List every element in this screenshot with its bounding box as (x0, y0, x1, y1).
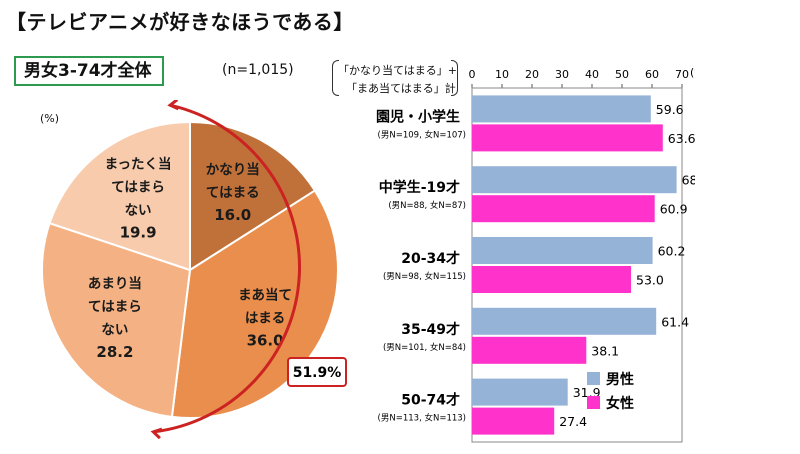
pie-slice-4 (48, 120, 191, 272)
category-label: 50-74才 (401, 392, 460, 409)
page-title: 【テレビアニメが好きなほうである】 (6, 10, 354, 34)
x-tick-label: 20 (525, 68, 539, 81)
pie-slice-label: ない (125, 202, 152, 218)
bar-male-2 (472, 166, 677, 194)
x-tick-label: 50 (615, 68, 629, 81)
bar-female-1 (472, 124, 663, 152)
combined-total-value: 51.9% (293, 365, 342, 381)
bar-female-4 (472, 336, 587, 364)
category-sample-label: (男N=88, 女N=87) (388, 200, 466, 211)
legend-swatch-female (587, 396, 600, 409)
legend-label-male: 男性 (606, 371, 634, 388)
pie-slice-3 (41, 221, 192, 419)
bar-value-label: 60.2 (658, 244, 686, 259)
arc-arrowhead-icon (167, 100, 179, 111)
pie-slice-label: あまり当 (88, 275, 142, 292)
bar-value-label: 61.4 (661, 314, 689, 329)
category-sample-label: (男N=113, 女N=113) (378, 413, 466, 424)
bar-definition: 「かなり当てはまる」+ 「まあ当てはまる」計 (332, 58, 458, 98)
pie-slice-label: てはまら (88, 299, 142, 315)
bracket-left-icon (332, 60, 339, 96)
legend-swatch-male (587, 372, 600, 385)
x-tick-label: 60 (645, 68, 659, 81)
arc-arrowhead-icon (150, 427, 163, 440)
category-label: 園児・小学生 (376, 108, 460, 125)
plot-frame (471, 87, 683, 443)
category-label: 20-34才 (401, 250, 460, 267)
pie-slice-label: かなり当 (206, 161, 260, 178)
bar-chart: 0 10 20 30 40 50 60 70(%) 59.6 63.6 園児・小学生 (男N=109,… (376, 66, 695, 443)
legend-label-female: 女性 (606, 395, 634, 412)
bar-value-label: 60.9 (660, 202, 688, 217)
pie-slice-label: てはまる (206, 185, 260, 201)
x-tick-label: 10 (495, 68, 509, 81)
pie-slice-value: 28.2 (96, 343, 133, 361)
bar-male-3 (472, 237, 653, 264)
pie-slice-value: 19.9 (120, 223, 157, 241)
category-sample-label: (男N=109, 女N=107) (378, 129, 466, 140)
x-tick-label: 40 (585, 68, 599, 81)
bar-definition-line1: 「かなり当てはまる」+ (338, 64, 457, 77)
x-tick-label: 30 (555, 68, 569, 81)
bar-female-2 (472, 195, 655, 223)
x-tick-label: 0 (469, 68, 476, 81)
category-sample-label: (男N=101, 女N=84) (383, 342, 466, 353)
pie-slice-1 (189, 120, 317, 272)
x-tick-label: 70 (675, 68, 689, 81)
bar-unit-label: (%) (690, 66, 695, 79)
pie-slice-label: はまる (245, 310, 286, 326)
pie-slice-label: まあ当て (238, 286, 292, 303)
combined-total-box (287, 357, 347, 387)
bar-value-label: 53.0 (636, 273, 664, 288)
category-label: 中学生-19才 (379, 179, 460, 196)
bar-value-label: 27.4 (559, 414, 587, 429)
bar-female-3 (472, 266, 631, 293)
sample-size: (n=1,015) (222, 62, 294, 78)
bar-value-label: 38.1 (591, 343, 619, 358)
bar-female-5 (472, 407, 555, 435)
bar-male-4 (472, 307, 657, 335)
pie-slice-label: ない (101, 322, 128, 338)
category-label: 35-49才 (401, 321, 460, 338)
combined-arc (153, 103, 302, 434)
bar-value-label: 63.6 (668, 131, 695, 146)
pie-slice-label: てはまら (111, 179, 165, 195)
bar-male-5 (472, 378, 568, 406)
bar-definition-line2: 「まあ当てはまる」計 (346, 82, 456, 95)
pie-unit-label: (%) (40, 112, 60, 125)
bar-male-1 (472, 95, 651, 123)
pie-slice-value: 16.0 (214, 206, 251, 224)
pie-slice-value: 36.0 (247, 331, 284, 349)
subset-label: 男女3-74才全体 (14, 56, 164, 86)
pie-slice-label: まったく当 (105, 155, 172, 172)
bar-value-label: 68.2 (682, 173, 695, 188)
bar-value-label: 59.6 (656, 102, 684, 117)
pie-chart: かなり当てはまる16.0まあ当てはまる36.0あまり当てはまらない28.2まった… (41, 100, 347, 440)
category-sample-label: (男N=98, 女N=115) (383, 271, 466, 282)
